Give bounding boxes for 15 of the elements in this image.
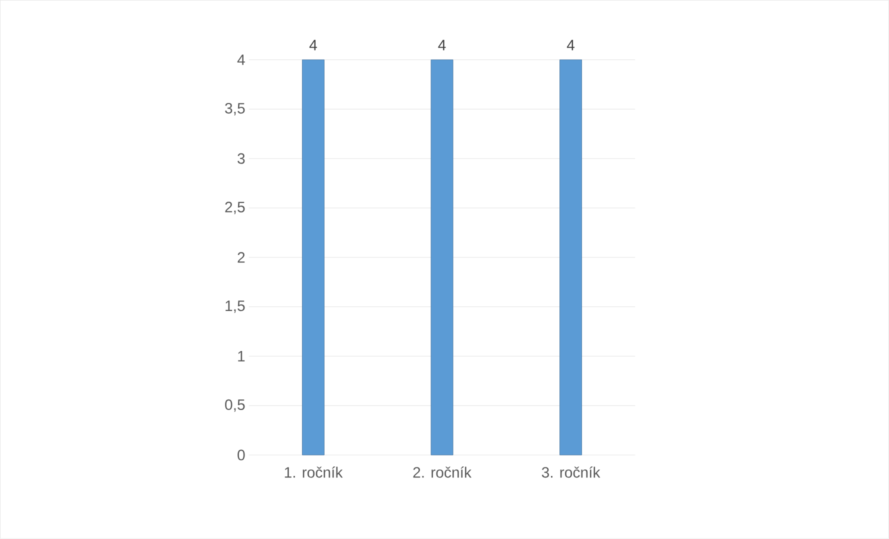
y-tick-label: 3,5 [225, 103, 245, 116]
x-tick-label: 1. ročník [284, 466, 343, 478]
y-tick-label: 0,5 [225, 400, 245, 412]
data-label: 4 [566, 40, 574, 50]
data-label: 4 [309, 40, 317, 50]
y-tick-label: 4 [237, 54, 245, 66]
y-tick-label: 1 [238, 351, 245, 362]
y-tick-label: 2,5 [225, 202, 245, 214]
data-label: 4 [438, 40, 446, 50]
y-tick-label: 1,5 [226, 300, 245, 314]
y-tick-label: 0 [238, 450, 245, 460]
y-tick-label: 3 [238, 153, 245, 164]
x-tick-label: 2. ročník [413, 466, 472, 478]
y-tick-label: 2 [238, 252, 245, 263]
x-tick-label: 3. ročník [542, 466, 600, 478]
